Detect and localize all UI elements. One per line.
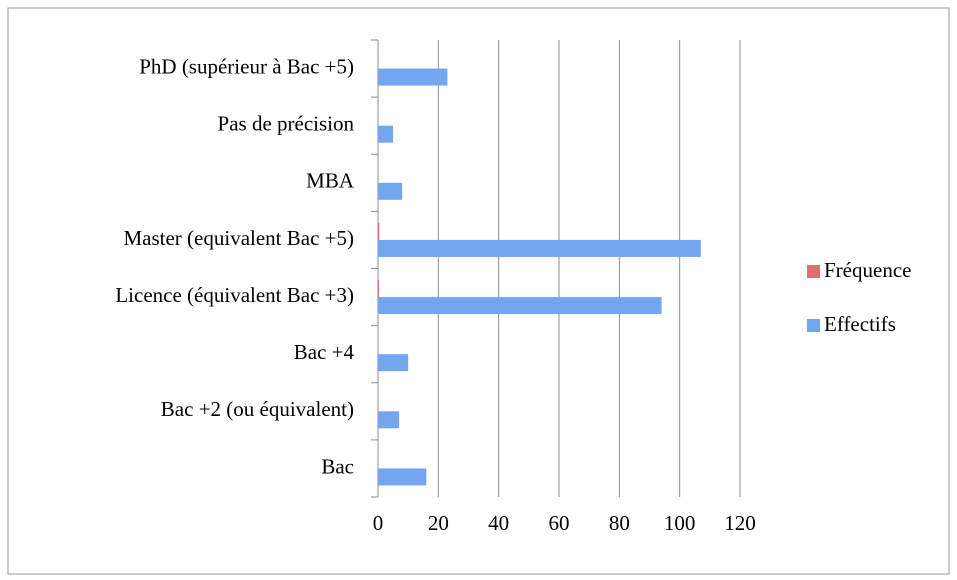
x-tick-label: 120 bbox=[724, 511, 756, 535]
legend-swatch bbox=[807, 319, 820, 332]
legend-label: Effectifs bbox=[824, 312, 896, 336]
x-tick-label: 60 bbox=[549, 511, 570, 535]
x-tick-label: 100 bbox=[664, 511, 696, 535]
y-tick-label: Licence (équivalent Bac +3) bbox=[115, 283, 354, 307]
legend-label: Fréquence bbox=[824, 258, 911, 282]
legend-swatch bbox=[807, 265, 820, 278]
bar bbox=[378, 411, 400, 429]
bar bbox=[378, 280, 380, 298]
bar bbox=[378, 239, 701, 257]
x-tick-label: 0 bbox=[373, 511, 384, 535]
x-tick-label: 40 bbox=[488, 511, 509, 535]
bar bbox=[378, 468, 427, 486]
y-tick-label: Bac +4 bbox=[294, 340, 355, 364]
bar bbox=[378, 297, 662, 315]
y-tick-label: Bac +2 (ou équivalent) bbox=[161, 397, 354, 421]
chart-border bbox=[7, 7, 950, 575]
y-tick-label: Pas de précision bbox=[218, 112, 355, 136]
y-tick-label: Master (equivalent Bac +5) bbox=[123, 226, 354, 250]
bar bbox=[378, 354, 409, 372]
bar bbox=[378, 182, 403, 200]
y-tick-label: PhD (supérieur à Bac +5) bbox=[139, 54, 354, 78]
x-tick-label: 80 bbox=[609, 511, 630, 535]
x-tick-label: 20 bbox=[428, 511, 449, 535]
y-tick-label: Bac bbox=[321, 454, 354, 478]
y-tick-label: MBA bbox=[306, 169, 355, 193]
bar bbox=[378, 68, 448, 86]
bar bbox=[378, 125, 394, 143]
bar bbox=[378, 222, 380, 240]
